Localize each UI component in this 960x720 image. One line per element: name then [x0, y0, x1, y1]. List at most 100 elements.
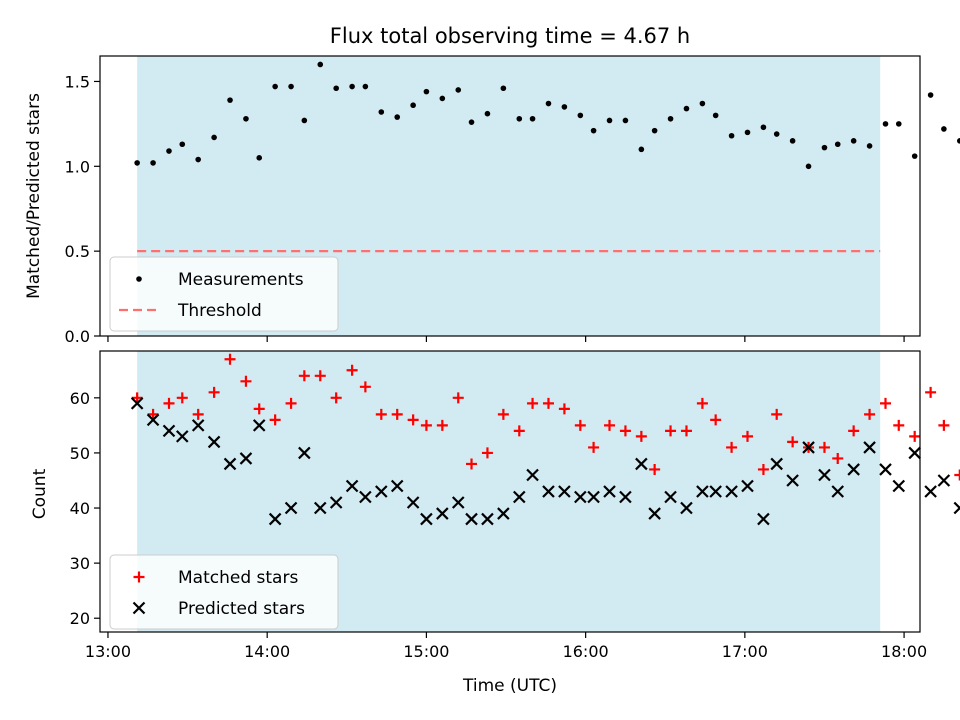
data-point: [407, 414, 419, 426]
data-point: [709, 485, 722, 498]
data-point: [513, 490, 526, 504]
data-point: [818, 441, 830, 453]
y-tick-label: 30: [70, 554, 90, 573]
data-point: [272, 83, 278, 90]
data-point: [166, 148, 172, 154]
series-matched-stars: [131, 353, 960, 481]
data-point: [938, 419, 950, 431]
data-point: [423, 88, 430, 95]
data-point: [330, 392, 342, 404]
data-point: [882, 121, 889, 127]
bottom-y-axis-label: Count: [30, 468, 50, 519]
data-point: [622, 117, 629, 124]
series-predicted-stars: [130, 397, 960, 526]
data-point: [436, 419, 448, 431]
data-point: [892, 479, 906, 493]
data-point: [558, 403, 570, 415]
data-point: [207, 435, 221, 449]
data-point: [240, 375, 252, 387]
y-tick-label: 0.0: [65, 327, 90, 346]
data-point: [619, 490, 632, 504]
data-point: [770, 457, 783, 471]
data-point: [954, 469, 960, 481]
data-point: [680, 425, 692, 437]
data-point: [452, 392, 464, 404]
data-point: [757, 512, 770, 526]
data-point: [513, 425, 525, 437]
data-point: [130, 397, 144, 410]
data-point: [680, 501, 693, 515]
data-point: [390, 479, 404, 493]
data-point: [760, 124, 767, 131]
data-point: [301, 117, 308, 124]
data-point: [147, 408, 159, 420]
data-point: [298, 370, 310, 382]
data-point: [941, 126, 947, 132]
data-point: [436, 507, 449, 520]
top-y-axis-label: Matched/Predicted stars: [24, 93, 44, 299]
data-point: [927, 92, 934, 98]
data-point: [651, 127, 658, 134]
data-point: [420, 512, 433, 526]
data-point: [329, 496, 343, 509]
data-point: [649, 463, 661, 475]
data-point: [146, 413, 160, 427]
data-point: [131, 392, 143, 404]
data-point: [561, 104, 568, 110]
data-point: [394, 114, 401, 120]
x-axis-label: Time (UTC): [462, 676, 557, 696]
data-point: [176, 392, 188, 404]
data-point: [375, 408, 387, 420]
data-point: [359, 381, 371, 393]
data-point: [667, 115, 674, 122]
data-point: [359, 490, 372, 504]
legend-box: [109, 554, 339, 630]
data-point: [481, 512, 494, 526]
data-point: [439, 95, 446, 102]
data-point: [744, 129, 751, 136]
legend-marker: [132, 601, 146, 615]
x-tick-label: 15:00: [403, 642, 449, 661]
x-tick-label: 18:00: [881, 642, 927, 661]
y-tick-label: 60: [70, 389, 90, 408]
series-measurements: [134, 61, 960, 170]
data-point: [391, 408, 403, 420]
data-point: [604, 419, 616, 431]
data-point: [879, 463, 892, 476]
y-tick-label: 1.0: [65, 157, 90, 176]
data-point: [333, 85, 339, 92]
legend-label: Threshold: [177, 301, 262, 321]
data-point: [252, 419, 266, 432]
data-point: [468, 119, 475, 125]
data-point: [526, 468, 539, 482]
data-point: [497, 408, 509, 420]
data-point: [848, 425, 860, 437]
data-point: [163, 397, 175, 409]
data-point: [192, 408, 204, 420]
legend-box: [109, 256, 339, 332]
chart-title: Flux total observing time = 4.67 h: [330, 24, 690, 48]
data-point: [588, 441, 600, 453]
data-point: [345, 479, 359, 493]
data-point: [481, 447, 493, 459]
data-point: [134, 160, 140, 166]
data-point: [288, 83, 294, 90]
data-point: [937, 474, 951, 487]
data-point: [227, 97, 233, 103]
data-point: [317, 61, 324, 68]
data-point: [638, 146, 645, 153]
data-point: [313, 501, 327, 515]
x-tick-label: 17:00: [722, 642, 768, 661]
x-tick-label: 14:00: [244, 642, 290, 661]
data-point: [420, 419, 432, 431]
plot-frame: [99, 55, 921, 337]
legend: Measurements Threshold: [109, 256, 339, 332]
data-point: [866, 143, 873, 149]
data-point: [635, 457, 648, 471]
data-point: [821, 144, 828, 151]
y-tick-label: 40: [70, 499, 90, 518]
data-point: [773, 131, 780, 137]
data-point: [957, 138, 960, 144]
data-point: [497, 507, 510, 520]
